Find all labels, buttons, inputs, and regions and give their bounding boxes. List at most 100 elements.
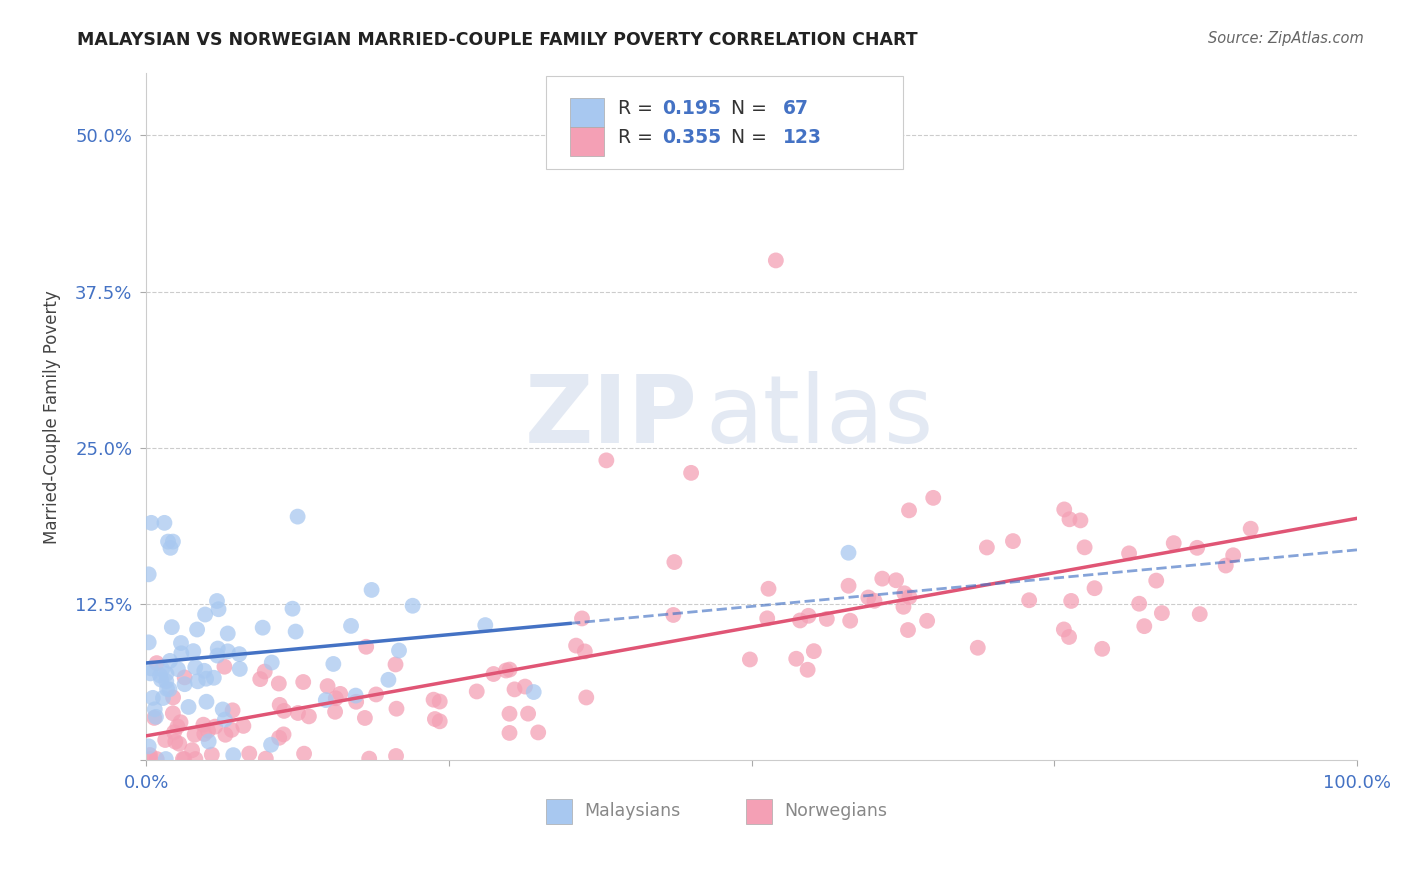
Point bbox=[503, 682, 526, 697]
Text: N =: N = bbox=[731, 128, 773, 147]
Point bbox=[837, 546, 859, 560]
Point bbox=[207, 641, 229, 656]
Point bbox=[155, 752, 177, 766]
Point bbox=[238, 747, 260, 761]
Point bbox=[388, 643, 411, 657]
Point bbox=[254, 751, 277, 765]
Point bbox=[1059, 512, 1081, 526]
Point bbox=[139, 666, 162, 681]
Point bbox=[838, 579, 860, 593]
Point bbox=[344, 695, 367, 709]
Point bbox=[1163, 536, 1185, 550]
Point bbox=[738, 652, 761, 666]
Point bbox=[217, 626, 239, 640]
Point bbox=[354, 711, 377, 725]
Point bbox=[139, 752, 162, 766]
Point bbox=[170, 646, 193, 660]
Point bbox=[595, 453, 617, 467]
Point bbox=[252, 621, 274, 635]
Point bbox=[173, 670, 195, 684]
Point bbox=[177, 700, 200, 714]
Point bbox=[229, 662, 252, 676]
Point bbox=[138, 635, 160, 649]
Point bbox=[922, 491, 945, 505]
Point bbox=[214, 728, 236, 742]
Point bbox=[267, 676, 290, 690]
Point bbox=[966, 640, 988, 655]
Point bbox=[138, 567, 160, 582]
Point bbox=[145, 710, 167, 724]
Point bbox=[756, 611, 779, 625]
Point bbox=[173, 752, 195, 766]
Point bbox=[364, 688, 387, 702]
Point bbox=[273, 704, 295, 718]
Point bbox=[143, 702, 166, 716]
Point bbox=[139, 747, 162, 762]
Point bbox=[1018, 593, 1040, 607]
Point bbox=[162, 706, 184, 721]
FancyBboxPatch shape bbox=[569, 128, 605, 156]
Point bbox=[863, 594, 886, 608]
Point bbox=[145, 656, 167, 670]
Point bbox=[1128, 597, 1150, 611]
Point bbox=[173, 677, 195, 691]
Point bbox=[205, 594, 228, 608]
Point bbox=[893, 599, 915, 614]
Point bbox=[149, 668, 172, 682]
Text: ZIP: ZIP bbox=[524, 371, 697, 463]
Point bbox=[517, 706, 540, 721]
Point bbox=[803, 644, 825, 658]
Point bbox=[1001, 534, 1024, 549]
Point bbox=[204, 720, 226, 734]
Point bbox=[785, 652, 807, 666]
Point bbox=[360, 582, 382, 597]
Point bbox=[195, 672, 218, 686]
Text: R =: R = bbox=[619, 99, 659, 118]
Point bbox=[1215, 558, 1237, 573]
Point bbox=[142, 690, 165, 705]
Point bbox=[232, 719, 254, 733]
Point bbox=[170, 636, 193, 650]
Point bbox=[260, 656, 283, 670]
Point bbox=[976, 541, 998, 555]
Point bbox=[858, 591, 880, 605]
Point bbox=[249, 672, 271, 686]
Point bbox=[1091, 641, 1114, 656]
Text: Malaysians: Malaysians bbox=[585, 802, 681, 820]
Point bbox=[495, 664, 517, 678]
Point bbox=[571, 611, 593, 625]
Point bbox=[513, 680, 536, 694]
Point bbox=[565, 639, 588, 653]
Point bbox=[340, 619, 363, 633]
Point bbox=[1083, 581, 1105, 595]
Point bbox=[145, 752, 167, 766]
Text: 67: 67 bbox=[783, 99, 808, 118]
Point bbox=[172, 752, 194, 766]
Point bbox=[839, 614, 862, 628]
Point bbox=[194, 607, 217, 622]
Text: N =: N = bbox=[731, 99, 773, 118]
Point bbox=[287, 706, 309, 720]
Point bbox=[143, 711, 166, 725]
Point bbox=[884, 574, 907, 588]
Point bbox=[574, 644, 596, 658]
Point bbox=[789, 614, 811, 628]
Point bbox=[201, 747, 224, 762]
Point bbox=[221, 723, 243, 737]
Point bbox=[181, 644, 204, 658]
Point bbox=[211, 702, 233, 716]
Point bbox=[150, 662, 173, 676]
Point bbox=[214, 659, 236, 673]
Point bbox=[186, 623, 208, 637]
Point bbox=[159, 682, 181, 697]
Point bbox=[193, 727, 215, 741]
Point bbox=[197, 734, 219, 748]
Point bbox=[498, 706, 520, 721]
Point bbox=[292, 747, 315, 761]
Point bbox=[165, 734, 187, 748]
Point bbox=[498, 663, 520, 677]
Point bbox=[315, 693, 337, 707]
Point bbox=[273, 727, 295, 741]
Point bbox=[915, 614, 938, 628]
Point bbox=[354, 640, 377, 654]
